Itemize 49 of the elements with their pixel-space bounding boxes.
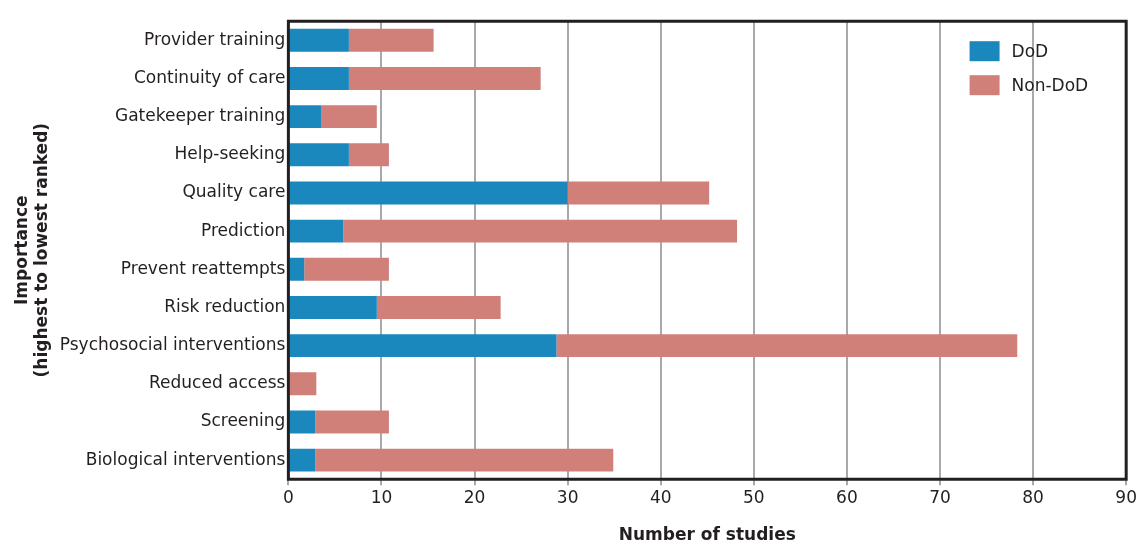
y-tick-label: Gatekeeper training: [115, 105, 286, 126]
y-tick-label: Help-seeking: [174, 143, 286, 164]
bar: [289, 181, 568, 205]
x-tick-label: 40: [649, 486, 672, 507]
y-tick-label: Psychosocial interventions: [59, 334, 286, 355]
x-tick-label: 20: [463, 486, 486, 507]
bar: [289, 28, 349, 52]
bar: [348, 67, 541, 90]
bar: [320, 105, 377, 129]
bar: [567, 181, 710, 205]
bar: [289, 105, 321, 129]
x-tick-label: 80: [1022, 486, 1044, 507]
y-axis-title: Importance (highest to lowest ranked): [10, 122, 52, 378]
x-tick-label: 60: [836, 486, 858, 507]
y-tick-label: Provider training: [144, 28, 286, 49]
bar: [289, 67, 349, 90]
y-tick-label: Reduced access: [149, 372, 286, 393]
x-tick-label: 30: [556, 486, 579, 507]
legend-label: Non-DoD: [1011, 74, 1089, 95]
y-tick-label: Continuity of care: [133, 66, 286, 87]
bar: [376, 296, 501, 319]
bar: [289, 143, 349, 167]
bar: [289, 448, 316, 472]
x-tick-label: 90: [1115, 486, 1137, 507]
x-axis-title: Number of studies: [618, 524, 796, 545]
y-tick-label: Prevent reattempts: [120, 257, 286, 278]
bar: [343, 219, 738, 243]
bar: [289, 334, 557, 358]
legend-label: DoD: [1011, 40, 1049, 61]
x-tick-label: 0: [282, 486, 294, 507]
bar: [348, 28, 434, 52]
y-tick-label: Screening: [200, 410, 286, 431]
bar: [315, 448, 614, 472]
bar: [304, 257, 389, 281]
y-tick-label: Risk reduction: [164, 295, 286, 316]
bar: [289, 257, 305, 281]
y-tick-label: Quality care: [182, 181, 286, 202]
bar: [556, 334, 1018, 358]
bar: [289, 410, 316, 434]
x-tick-label: 50: [743, 486, 765, 507]
y-tick-label: Prediction: [200, 219, 286, 240]
bar: [289, 296, 377, 319]
bar: [315, 410, 389, 434]
y-tick-label: Biological interventions: [85, 448, 286, 469]
bar: [289, 219, 344, 243]
bar: [348, 143, 389, 167]
x-tick-label: 10: [370, 486, 393, 507]
x-tick-label: 70: [929, 486, 951, 507]
bar: [289, 372, 317, 396]
